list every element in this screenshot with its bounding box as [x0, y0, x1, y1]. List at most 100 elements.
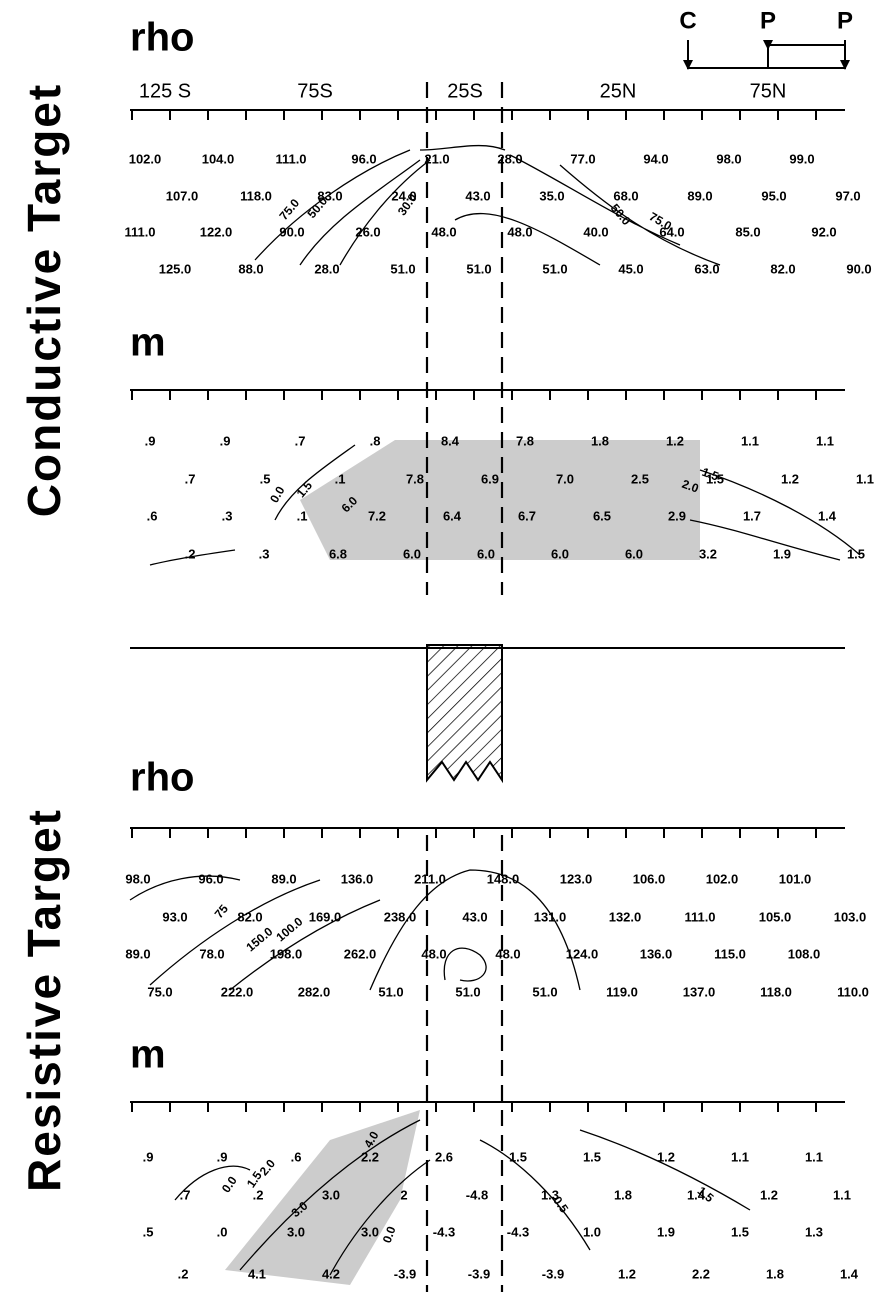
- data-value: 45.0: [618, 261, 643, 276]
- data-value: 6.4: [443, 508, 462, 523]
- data-value: .7: [180, 1187, 191, 1202]
- side-label: Conductive Target: [18, 83, 70, 517]
- data-value: 1.2: [657, 1149, 675, 1164]
- data-value: 102.0: [706, 871, 739, 886]
- data-value: .3: [222, 508, 233, 523]
- contour-label: 1.5: [700, 465, 721, 484]
- data-value: 1.5: [583, 1149, 601, 1164]
- data-value: 125.0: [159, 261, 192, 276]
- data-value: 136.0: [341, 871, 374, 886]
- axis-label: 75S: [297, 80, 333, 102]
- data-value: .8: [370, 433, 381, 448]
- data-value: .3: [259, 546, 270, 561]
- axis-label: 125 S: [139, 80, 191, 102]
- data-value: 7.2: [368, 508, 386, 523]
- data-value: 6.8: [329, 546, 347, 561]
- data-value: 51.0: [390, 261, 415, 276]
- data-value: 169.0: [309, 909, 342, 924]
- data-value: 75.0: [147, 984, 172, 999]
- data-value: .2: [253, 1187, 264, 1202]
- data-value: 1.9: [773, 546, 791, 561]
- data-value: 1.1: [856, 471, 874, 486]
- data-value: 48.0: [507, 224, 532, 239]
- data-value: 1.5: [509, 1149, 527, 1164]
- data-value: 123.0: [560, 871, 593, 886]
- data-value: .7: [295, 433, 306, 448]
- data-value: 110.0: [837, 984, 869, 999]
- data-value: 1.5: [706, 471, 724, 486]
- data-value: 51.0: [532, 984, 557, 999]
- data-value: 1.1: [816, 433, 834, 448]
- data-value: 63.0: [694, 261, 719, 276]
- data-value: 93.0: [162, 909, 187, 924]
- data-value: 1.5: [847, 546, 865, 561]
- data-value: 1.2: [781, 471, 799, 486]
- data-value: .6: [147, 508, 158, 523]
- data-value: 7.8: [516, 433, 534, 448]
- data-value: 95.0: [761, 188, 786, 203]
- data-value: .6: [291, 1149, 302, 1164]
- data-value: 68.0: [613, 188, 638, 203]
- data-value: .9: [145, 433, 156, 448]
- data-value: 6.0: [403, 546, 421, 561]
- data-value: 131.0: [534, 909, 567, 924]
- data-value: 51.0: [542, 261, 567, 276]
- data-value: 51.0: [378, 984, 403, 999]
- data-value: 6.0: [477, 546, 495, 561]
- data-value: 24.0: [391, 188, 416, 203]
- data-value: 8.4: [441, 433, 460, 448]
- data-value: 92.0: [811, 224, 836, 239]
- data-value: .0: [217, 1224, 228, 1239]
- data-value: 103.0: [834, 909, 867, 924]
- data-value: 88.0: [238, 261, 263, 276]
- data-value: .5: [143, 1224, 154, 1239]
- data-value: 1.5: [731, 1224, 749, 1239]
- data-value: 98.0: [716, 151, 741, 166]
- data-value: 3.0: [287, 1224, 305, 1239]
- data-value: -3.9: [542, 1266, 564, 1281]
- data-value: 89.0: [125, 946, 150, 961]
- data-value: 1.0: [583, 1224, 601, 1239]
- data-value: 108.0: [788, 946, 821, 961]
- data-value: 94.0: [643, 151, 668, 166]
- data-value: 111.0: [684, 909, 715, 924]
- data-value: 2.2: [361, 1149, 379, 1164]
- contour-label: 0.0: [219, 1173, 240, 1195]
- data-value: 51.0: [455, 984, 480, 999]
- data-value: -4.3: [433, 1224, 455, 1239]
- axis-label: 75N: [750, 80, 787, 102]
- data-value: 96.0: [351, 151, 376, 166]
- data-value: 90.0: [279, 224, 304, 239]
- axis-label: 25S: [447, 80, 483, 102]
- data-value: .1: [297, 508, 308, 523]
- data-value: 1.4: [818, 508, 837, 523]
- data-value: 282.0: [298, 984, 331, 999]
- data-value: 198.0: [270, 946, 303, 961]
- target-body: [426, 644, 503, 784]
- data-value: 97.0: [835, 188, 860, 203]
- data-value: 1.1: [741, 433, 759, 448]
- data-value: 7.0: [556, 471, 574, 486]
- data-value: 238.0: [384, 909, 417, 924]
- data-value: 28.0: [497, 151, 522, 166]
- data-value: 1.2: [760, 1187, 778, 1202]
- data-value: 119.0: [606, 984, 638, 999]
- data-value: 104.0: [202, 151, 235, 166]
- data-value: 262.0: [344, 946, 377, 961]
- data-value: -4.3: [507, 1224, 529, 1239]
- data-value: 1.1: [805, 1149, 823, 1164]
- data-value: 118.0: [760, 984, 792, 999]
- contour-label: 50.0: [608, 201, 634, 228]
- data-value: 43.0: [462, 909, 487, 924]
- panel-title: m: [130, 1033, 166, 1077]
- data-value: 26.0: [355, 224, 380, 239]
- data-value: 48.0: [431, 224, 456, 239]
- data-value: 77.0: [570, 151, 595, 166]
- data-value: 148.0: [487, 871, 520, 886]
- data-value: 3.0: [322, 1187, 340, 1202]
- data-value: 35.0: [539, 188, 564, 203]
- array-arrow: [683, 40, 850, 70]
- data-value: 1.7: [743, 508, 761, 523]
- data-value: 124.0: [566, 946, 599, 961]
- data-value: 118.0: [240, 188, 272, 203]
